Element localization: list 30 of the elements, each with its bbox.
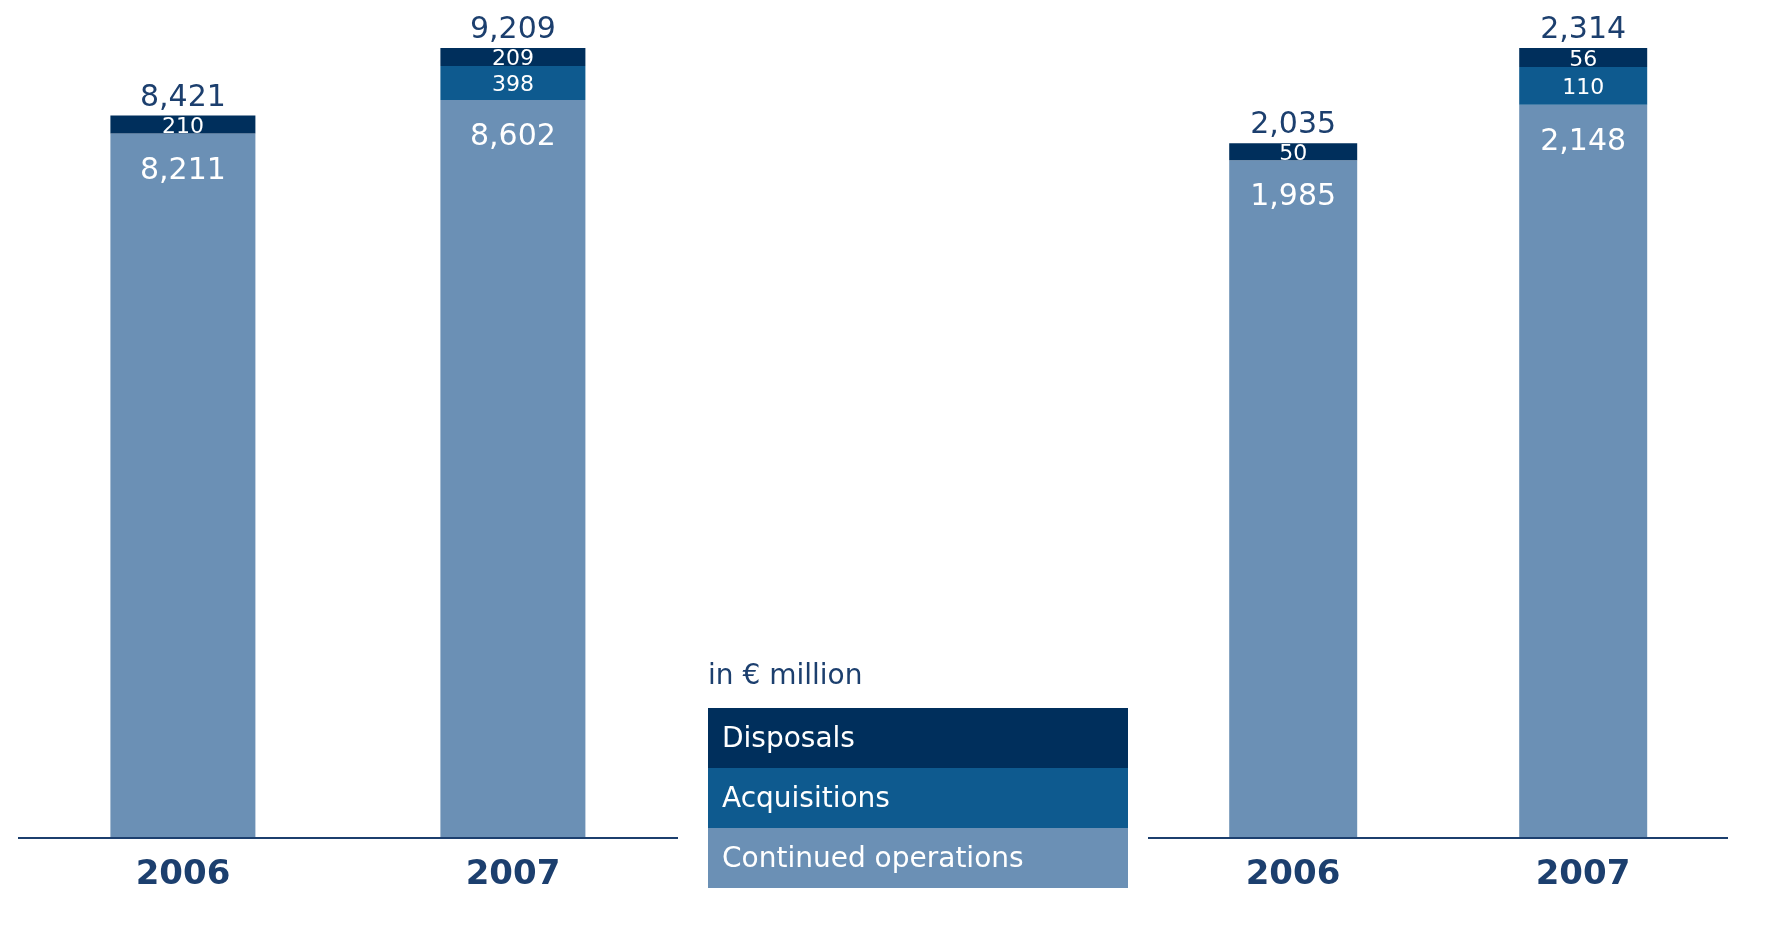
x-tick-label: 2007 [465, 852, 561, 893]
total-label: 9,209 [469, 10, 556, 45]
total-label: 2,035 [1250, 105, 1337, 141]
bar [1229, 143, 1358, 161]
bar [1519, 48, 1648, 68]
text: in € million [708, 658, 863, 691]
bar [440, 65, 586, 101]
x-tick-label: 2007 [1535, 852, 1631, 893]
data-label: 209 [491, 44, 534, 70]
bar [1519, 104, 1648, 838]
data-label: 1,985 [1250, 177, 1337, 213]
total-label: 8,421 [139, 77, 226, 113]
data-label: 210 [161, 112, 204, 138]
bar [440, 100, 586, 838]
data-label: 56 [1569, 45, 1598, 71]
x-tick-label: 2006 [1245, 852, 1341, 893]
data-label: 398 [491, 71, 534, 96]
data-label: 50 [1279, 139, 1308, 165]
data-label: 8,602 [469, 117, 556, 153]
bar [1519, 67, 1648, 105]
data-label: 2,148 [1540, 121, 1627, 157]
bar [110, 133, 256, 838]
text: Disposals [722, 721, 855, 754]
x-tick-label: 2006 [135, 852, 231, 893]
bar [1229, 160, 1358, 838]
text: Continued operations [722, 841, 1024, 874]
data-label: 110 [1562, 73, 1605, 99]
data-label: 8,211 [139, 150, 226, 186]
total-label: 2,314 [1540, 10, 1627, 45]
text: Acquisitions [722, 781, 890, 814]
